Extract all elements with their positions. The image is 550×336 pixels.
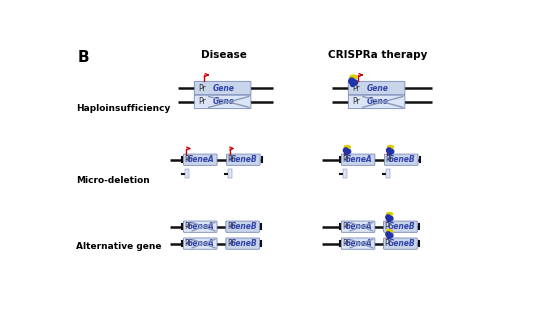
Bar <box>386 169 389 178</box>
Text: Pr: Pr <box>184 239 192 248</box>
Text: Pr: Pr <box>227 239 234 248</box>
Text: Pr: Pr <box>384 239 392 248</box>
Text: Alternative gene: Alternative gene <box>76 242 162 251</box>
FancyBboxPatch shape <box>194 81 251 95</box>
Text: Haploinsufficiency: Haploinsufficiency <box>76 103 170 113</box>
Text: Micro-deletion: Micro-deletion <box>76 176 150 185</box>
Circle shape <box>350 82 355 86</box>
Text: GeneA: GeneA <box>345 222 373 231</box>
FancyBboxPatch shape <box>384 238 417 249</box>
FancyBboxPatch shape <box>342 238 375 249</box>
Text: Pr: Pr <box>342 155 350 164</box>
Ellipse shape <box>387 229 393 233</box>
Text: GeneA: GeneA <box>345 239 373 248</box>
Text: CRISPRa therapy: CRISPRa therapy <box>328 50 428 59</box>
FancyBboxPatch shape <box>194 95 251 109</box>
FancyBboxPatch shape <box>348 95 405 109</box>
Text: Pr: Pr <box>227 222 234 231</box>
FancyBboxPatch shape <box>384 221 417 232</box>
FancyBboxPatch shape <box>342 154 375 165</box>
Circle shape <box>346 150 351 154</box>
Bar <box>228 169 232 178</box>
Text: GeneA: GeneA <box>187 155 215 164</box>
Text: Pr: Pr <box>342 239 350 248</box>
Text: GeneB: GeneB <box>230 155 258 164</box>
Text: GeneA: GeneA <box>187 239 215 248</box>
Bar <box>343 169 346 178</box>
FancyBboxPatch shape <box>226 238 260 249</box>
FancyBboxPatch shape <box>342 221 375 232</box>
Ellipse shape <box>350 75 357 79</box>
Circle shape <box>387 218 391 222</box>
Text: GeneA: GeneA <box>345 155 373 164</box>
Text: GeneA: GeneA <box>187 222 215 231</box>
Text: Gene: Gene <box>367 84 389 92</box>
Circle shape <box>353 80 358 85</box>
Text: Pr: Pr <box>386 155 393 164</box>
FancyBboxPatch shape <box>348 81 405 95</box>
Ellipse shape <box>387 145 393 149</box>
Ellipse shape <box>344 145 350 149</box>
Ellipse shape <box>387 212 393 215</box>
Text: Pr: Pr <box>352 97 360 107</box>
Circle shape <box>387 235 391 239</box>
FancyBboxPatch shape <box>226 221 260 232</box>
Circle shape <box>389 233 393 238</box>
Text: Gene: Gene <box>213 97 235 107</box>
Text: Pr: Pr <box>228 155 235 164</box>
Text: GeneB: GeneB <box>387 222 415 231</box>
FancyBboxPatch shape <box>184 154 217 165</box>
Text: Pr: Pr <box>384 222 392 231</box>
Text: GeneB: GeneB <box>388 155 416 164</box>
Circle shape <box>387 148 392 153</box>
Text: Gene: Gene <box>213 84 235 92</box>
Text: Pr: Pr <box>184 222 192 231</box>
FancyBboxPatch shape <box>227 154 260 165</box>
Circle shape <box>343 148 348 153</box>
FancyBboxPatch shape <box>184 238 217 249</box>
Text: Pr: Pr <box>198 97 206 107</box>
FancyBboxPatch shape <box>384 154 418 165</box>
FancyBboxPatch shape <box>184 221 217 232</box>
Text: B: B <box>78 50 90 65</box>
Circle shape <box>389 216 393 221</box>
Text: GeneB: GeneB <box>387 239 415 248</box>
Circle shape <box>345 151 349 155</box>
Circle shape <box>388 151 392 155</box>
Text: GeneB: GeneB <box>229 239 257 248</box>
Text: Pr: Pr <box>198 84 206 92</box>
Text: Gene: Gene <box>367 97 389 107</box>
Circle shape <box>389 150 394 154</box>
Text: Pr: Pr <box>352 84 360 92</box>
Text: Disease: Disease <box>201 50 247 59</box>
Bar <box>185 169 189 178</box>
Circle shape <box>386 215 390 220</box>
Text: Pr: Pr <box>342 222 350 231</box>
Text: GeneB: GeneB <box>229 222 257 231</box>
Circle shape <box>349 78 355 84</box>
Circle shape <box>386 232 390 237</box>
Text: Pr: Pr <box>184 155 192 164</box>
